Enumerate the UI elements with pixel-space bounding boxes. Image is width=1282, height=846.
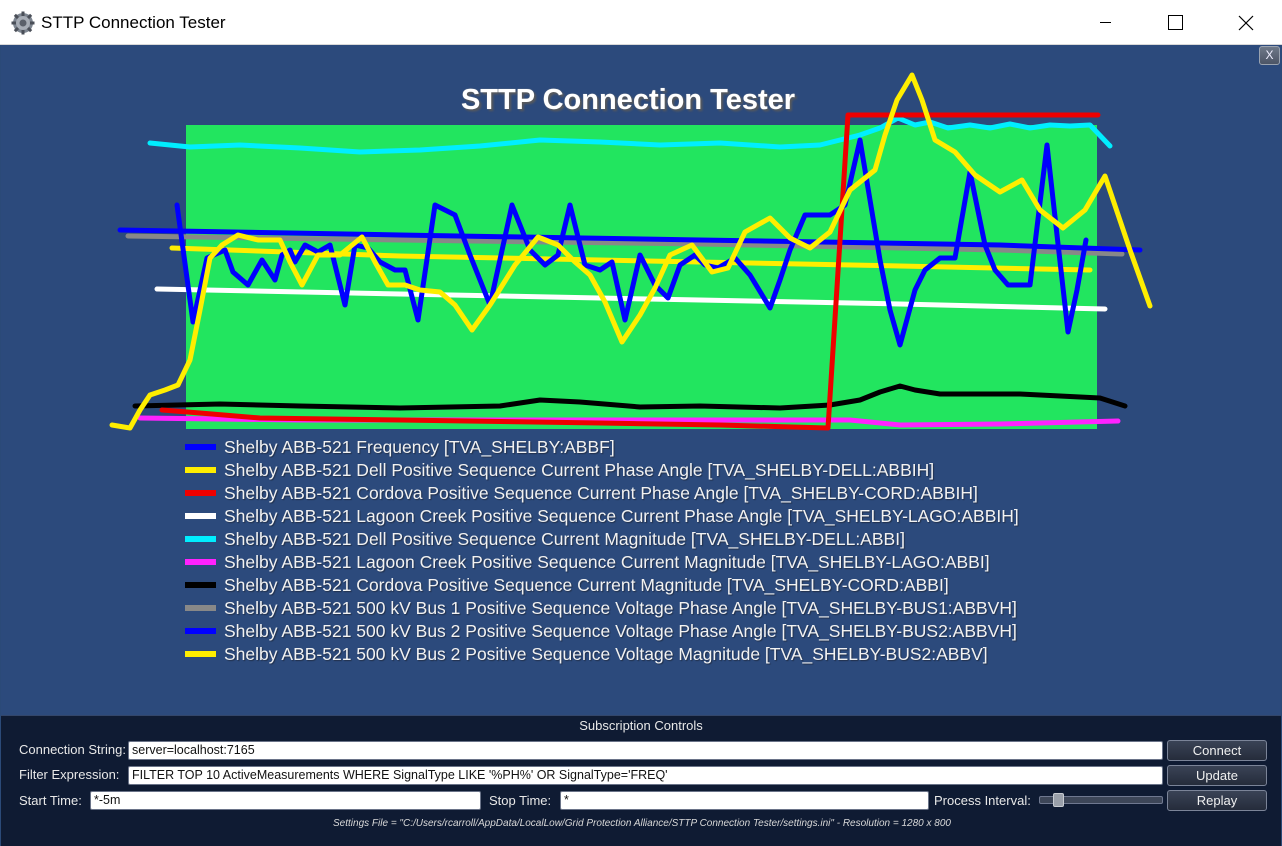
legend-swatch bbox=[185, 513, 216, 519]
legend-label: Shelby ABB-521 Lagoon Creek Positive Seq… bbox=[224, 506, 1019, 526]
stop-time-label: Stop Time: bbox=[489, 793, 552, 808]
connection-string-input[interactable]: server=localhost:7165 bbox=[128, 741, 1163, 760]
process-interval-slider[interactable] bbox=[1039, 796, 1163, 804]
filter-expression-label: Filter Expression: bbox=[19, 767, 120, 782]
series-line-4 bbox=[154, 286, 1108, 312]
legend-label: Shelby ABB-521 500 kV Bus 1 Positive Seq… bbox=[224, 598, 1017, 618]
filter-expression-input[interactable]: FILTER TOP 10 ActiveMeasurements WHERE S… bbox=[128, 766, 1163, 785]
close-icon bbox=[1238, 15, 1254, 31]
plot-area-background bbox=[186, 125, 1097, 429]
legend-swatch bbox=[185, 559, 216, 565]
legend-label: Shelby ABB-521 500 kV Bus 2 Positive Seq… bbox=[224, 621, 1017, 641]
legend-label: Shelby ABB-521 Dell Positive Sequence Cu… bbox=[224, 460, 935, 480]
legend-item: Shelby ABB-521 Frequency [TVA_SHELBY:ABB… bbox=[185, 436, 1185, 459]
connect-button[interactable]: Connect bbox=[1167, 740, 1267, 761]
legend-item: Shelby ABB-521 Dell Positive Sequence Cu… bbox=[185, 459, 1185, 482]
controls-heading: Subscription Controls bbox=[579, 718, 703, 733]
legend-item: Shelby ABB-521 500 kV Bus 2 Positive Seq… bbox=[185, 620, 1185, 643]
legend-item: Shelby ABB-521 Cordova Positive Sequence… bbox=[185, 574, 1185, 597]
legend-swatch bbox=[185, 444, 216, 450]
stop-time-input[interactable]: * bbox=[560, 791, 929, 810]
legend: Shelby ABB-521 Frequency [TVA_SHELBY:ABB… bbox=[185, 436, 1185, 666]
legend-swatch bbox=[185, 605, 216, 611]
series-line-3 bbox=[159, 112, 1101, 431]
gear-icon bbox=[11, 11, 35, 35]
maximize-button[interactable] bbox=[1140, 0, 1210, 45]
legend-label: Shelby ABB-521 Cordova Positive Sequence… bbox=[224, 575, 949, 595]
legend-item: Shelby ABB-521 Cordova Positive Sequence… bbox=[185, 482, 1185, 505]
window-title: STTP Connection Tester bbox=[41, 13, 226, 32]
legend-label: Shelby ABB-521 Dell Positive Sequence Cu… bbox=[224, 529, 905, 549]
legend-label: Shelby ABB-521 Cordova Positive Sequence… bbox=[224, 483, 978, 503]
maximize-icon bbox=[1168, 15, 1183, 30]
series-line-8 bbox=[125, 233, 1125, 257]
process-interval-label: Process Interval: bbox=[934, 793, 1031, 808]
legend-swatch bbox=[185, 490, 216, 496]
legend-item: Shelby ABB-521 Lagoon Creek Positive Seq… bbox=[185, 551, 1185, 574]
chart-title: STTP Connection Tester bbox=[460, 84, 796, 116]
series-line-5 bbox=[147, 115, 1113, 155]
series-line-2 bbox=[109, 72, 1153, 431]
replay-button[interactable]: Replay bbox=[1167, 790, 1267, 811]
close-button[interactable] bbox=[1210, 0, 1280, 45]
legend-swatch bbox=[185, 582, 216, 588]
series-line-1 bbox=[174, 137, 1089, 348]
connection-string-label: Connection String: bbox=[19, 742, 126, 757]
settings-file-info: Settings File = "C:/Users/rcarroll/AppDa… bbox=[333, 818, 951, 829]
legend-swatch bbox=[185, 467, 216, 473]
legend-item: Shelby ABB-521 Dell Positive Sequence Cu… bbox=[185, 528, 1185, 551]
start-time-input[interactable]: *-5m bbox=[90, 791, 481, 810]
legend-label: Shelby ABB-521 500 kV Bus 2 Positive Seq… bbox=[224, 644, 988, 664]
legend-label: Shelby ABB-521 Lagoon Creek Positive Seq… bbox=[224, 552, 990, 572]
subscription-controls-panel: Subscription Controls Connection String:… bbox=[1, 715, 1281, 846]
legend-item: Shelby ABB-521 500 kV Bus 2 Positive Seq… bbox=[185, 643, 1185, 666]
update-button[interactable]: Update bbox=[1167, 765, 1267, 786]
process-interval-slider-thumb[interactable] bbox=[1053, 793, 1064, 807]
start-time-label: Start Time: bbox=[19, 793, 82, 808]
series-line-9 bbox=[117, 227, 1143, 253]
title-bar: STTP Connection Tester bbox=[0, 0, 1282, 45]
minimize-button[interactable] bbox=[1070, 0, 1140, 45]
legend-item: Shelby ABB-521 Lagoon Creek Positive Seq… bbox=[185, 505, 1185, 528]
legend-item: Shelby ABB-521 500 kV Bus 1 Positive Seq… bbox=[185, 597, 1185, 620]
close-overlay-button[interactable]: X bbox=[1259, 46, 1280, 65]
legend-swatch bbox=[185, 536, 216, 542]
legend-label: Shelby ABB-521 Frequency [TVA_SHELBY:ABB… bbox=[224, 437, 615, 457]
minimize-icon bbox=[1100, 22, 1111, 23]
legend-swatch bbox=[185, 651, 216, 657]
legend-swatch bbox=[185, 628, 216, 634]
